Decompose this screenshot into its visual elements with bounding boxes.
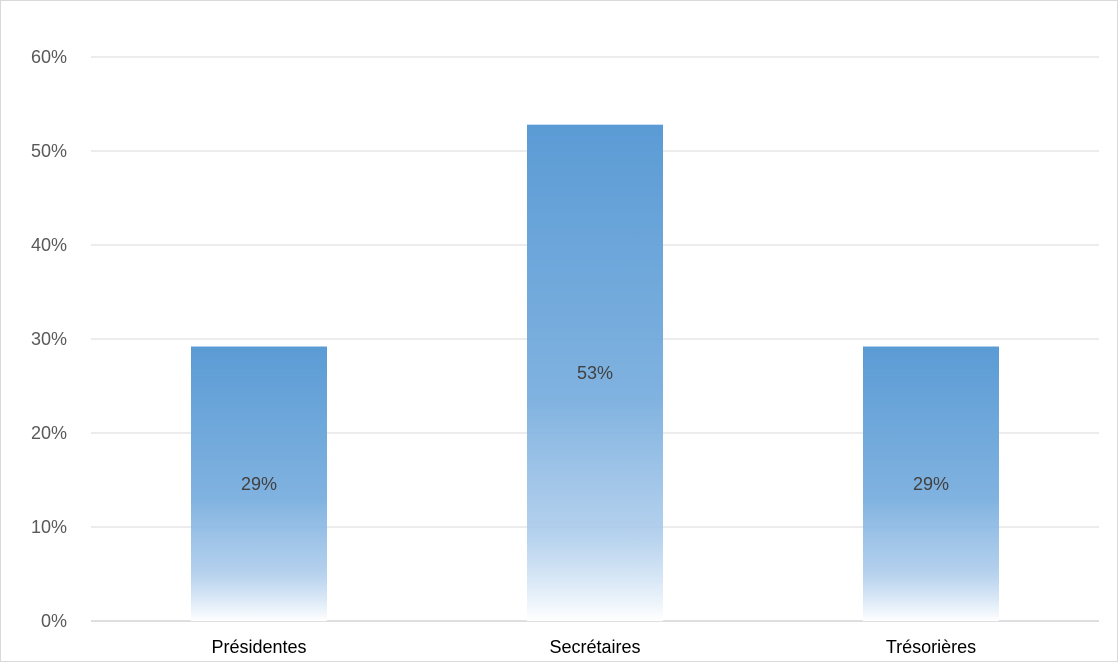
y-tick-label: 60% [31,47,67,67]
y-tick-label: 50% [31,141,67,161]
x-tick-label: Présidentes [211,637,306,657]
data-label: 29% [913,474,949,494]
y-tick-label: 40% [31,235,67,255]
bar [863,346,999,621]
y-tick-label: 30% [31,329,67,349]
y-tick-label: 10% [31,517,67,537]
data-label: 29% [241,474,277,494]
x-tick-label: Trésorières [886,637,976,657]
bars [191,124,999,622]
bar [191,346,327,621]
data-labels: 29% 53% 29% [241,363,949,494]
bar [527,124,663,622]
data-label: 53% [577,363,613,383]
x-axis-tick-labels: Présidentes Secrétaires Trésorières [211,637,976,657]
y-axis-tick-labels: 0% 10% 20% 30% 40% 50% 60% [31,47,67,631]
y-tick-label: 20% [31,423,67,443]
y-tick-label: 0% [41,611,67,631]
x-tick-label: Secrétaires [549,637,640,657]
